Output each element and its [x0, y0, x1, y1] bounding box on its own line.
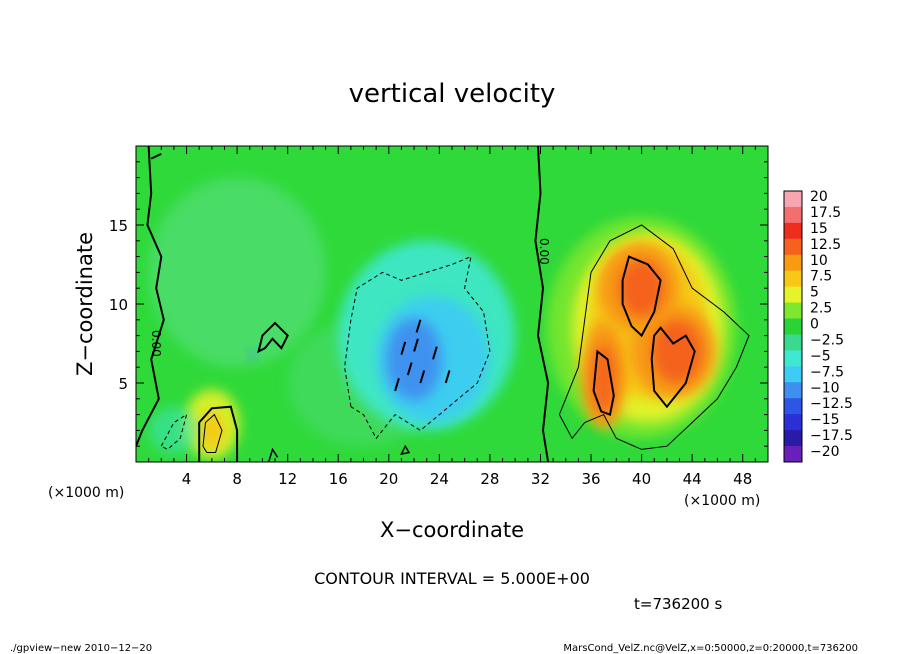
negative-contour — [344, 255, 491, 440]
contour-interval-text: CONTOUR INTERVAL = 5.000E+00 — [314, 569, 590, 588]
negative-contour-core — [444, 370, 451, 384]
chart-title: vertical velocity — [349, 79, 556, 109]
x-tick-label: 40 — [632, 470, 651, 488]
colorbar-swatch — [784, 270, 802, 288]
x-unit-left: (×1000 m) — [48, 485, 124, 501]
positive-contour-10 — [621, 255, 662, 338]
y-axis-label: Z−coordinate — [73, 232, 97, 376]
colorbar-swatch — [784, 366, 802, 383]
x-unit-right: (×1000 m) — [684, 493, 760, 509]
time-text: t=736200 s — [634, 595, 722, 613]
x-tick-label: 36 — [581, 470, 600, 488]
colorbar-label: −12.5 — [810, 396, 853, 412]
colorbar-label: 12.5 — [810, 237, 841, 253]
colorbar-swatch — [784, 414, 802, 431]
colorbar-label: 15 — [810, 221, 828, 237]
zero-contour-label-right: 0.00 — [537, 238, 551, 265]
colorbar-swatch — [784, 334, 802, 351]
zero-contour-right — [534, 146, 550, 462]
zero-contour-left — [136, 146, 165, 447]
footer-left: ./gpview−new 2010−12−20 — [10, 643, 152, 654]
colorbar-label: 0 — [810, 317, 819, 333]
colorbar: 2017.51512.5107.552.50−2.5−5−7.5−10−12.5… — [783, 189, 853, 463]
y-tick-label: 10 — [109, 296, 128, 314]
y-tick-label: 15 — [109, 217, 128, 235]
colorbar-label: 10 — [810, 253, 828, 269]
x-tick-label: 44 — [683, 470, 702, 488]
colorbar-label: −2.5 — [810, 332, 844, 348]
positive-contour-10 — [650, 326, 696, 409]
colorbar-label: −17.5 — [810, 428, 853, 444]
negative-contour-core — [413, 338, 419, 352]
colorbar-label: 17.5 — [810, 205, 841, 221]
positive-contour-5 — [558, 224, 750, 450]
colorbar-swatch — [784, 238, 802, 256]
field-blob — [148, 177, 326, 368]
colorbar-label: 20 — [810, 189, 828, 205]
x-tick-label: 12 — [278, 470, 297, 488]
contour-line — [400, 444, 411, 456]
field-blob — [386, 318, 442, 401]
colorbar-label: −15 — [810, 412, 840, 428]
field-blob — [148, 406, 200, 455]
colorbar-swatch — [784, 286, 802, 304]
negative-contour-core — [394, 378, 400, 392]
colorbar-swatch — [784, 430, 802, 447]
plot-area — [136, 146, 768, 462]
colorbar-swatch — [784, 318, 802, 335]
colorbar-label: 5 — [810, 285, 819, 301]
colorbar-swatch — [784, 254, 802, 272]
negative-contour-core — [419, 370, 426, 384]
x-tick-label: 28 — [480, 470, 499, 488]
x-tick-label: 20 — [379, 470, 398, 488]
colorbar-label: −20 — [810, 444, 840, 460]
x-tick-label: 8 — [232, 470, 242, 488]
x-tick-label: 16 — [329, 470, 348, 488]
colorbar-label: −10 — [810, 380, 840, 396]
zero-contour-left-bottom — [198, 405, 239, 462]
colorbar-label: 2.5 — [810, 301, 832, 317]
colorbar-label: −5 — [810, 348, 831, 364]
x-tick-label: 48 — [733, 470, 752, 488]
zero-contour-label-left: 0.00 — [149, 330, 163, 357]
colorbar-swatch — [784, 446, 802, 463]
negative-contour-core — [415, 319, 422, 333]
zero-contour-left — [150, 152, 162, 160]
field-blob — [199, 411, 225, 450]
contour-lines — [136, 146, 750, 462]
negative-contour-small — [160, 413, 188, 450]
colorbar-swatch — [784, 222, 802, 240]
footer-right: MarsCond_VelZ.nc@VelZ,x=0:50000,z=0:2000… — [563, 643, 858, 654]
colorbar-swatch — [784, 382, 802, 399]
negative-contour-core — [400, 341, 407, 355]
zero-contour-small — [257, 321, 289, 354]
y-axis: 5 10 15 — [109, 161, 768, 447]
x-axis: 4 8 12 16 20 24 28 32 36 40 44 48 — [148, 146, 756, 488]
field-blob — [618, 259, 665, 317]
x-tick-label: 32 — [531, 470, 550, 488]
x-tick-label: 24 — [430, 470, 449, 488]
colorbar-swatch — [784, 206, 802, 224]
positive-contour-5-left — [202, 413, 223, 453]
negative-contour-core — [432, 346, 438, 360]
colorbar-swatch — [784, 398, 802, 415]
contour-line — [267, 447, 279, 462]
colorbar-frame — [783, 190, 803, 463]
x-tick-label: 4 — [182, 470, 192, 488]
negative-contour-core — [406, 362, 413, 376]
colorbar-swatch — [784, 191, 802, 208]
x-axis-label: X−coordinate — [380, 518, 524, 542]
field-blob — [248, 349, 257, 360]
y-tick-label: 5 — [118, 375, 128, 393]
colorbar-label: −7.5 — [810, 364, 844, 380]
positive-contour-10 — [592, 349, 615, 416]
colorbar-swatch — [784, 302, 802, 320]
colorbar-label: 7.5 — [810, 269, 832, 285]
colorbar-swatch — [784, 350, 802, 367]
